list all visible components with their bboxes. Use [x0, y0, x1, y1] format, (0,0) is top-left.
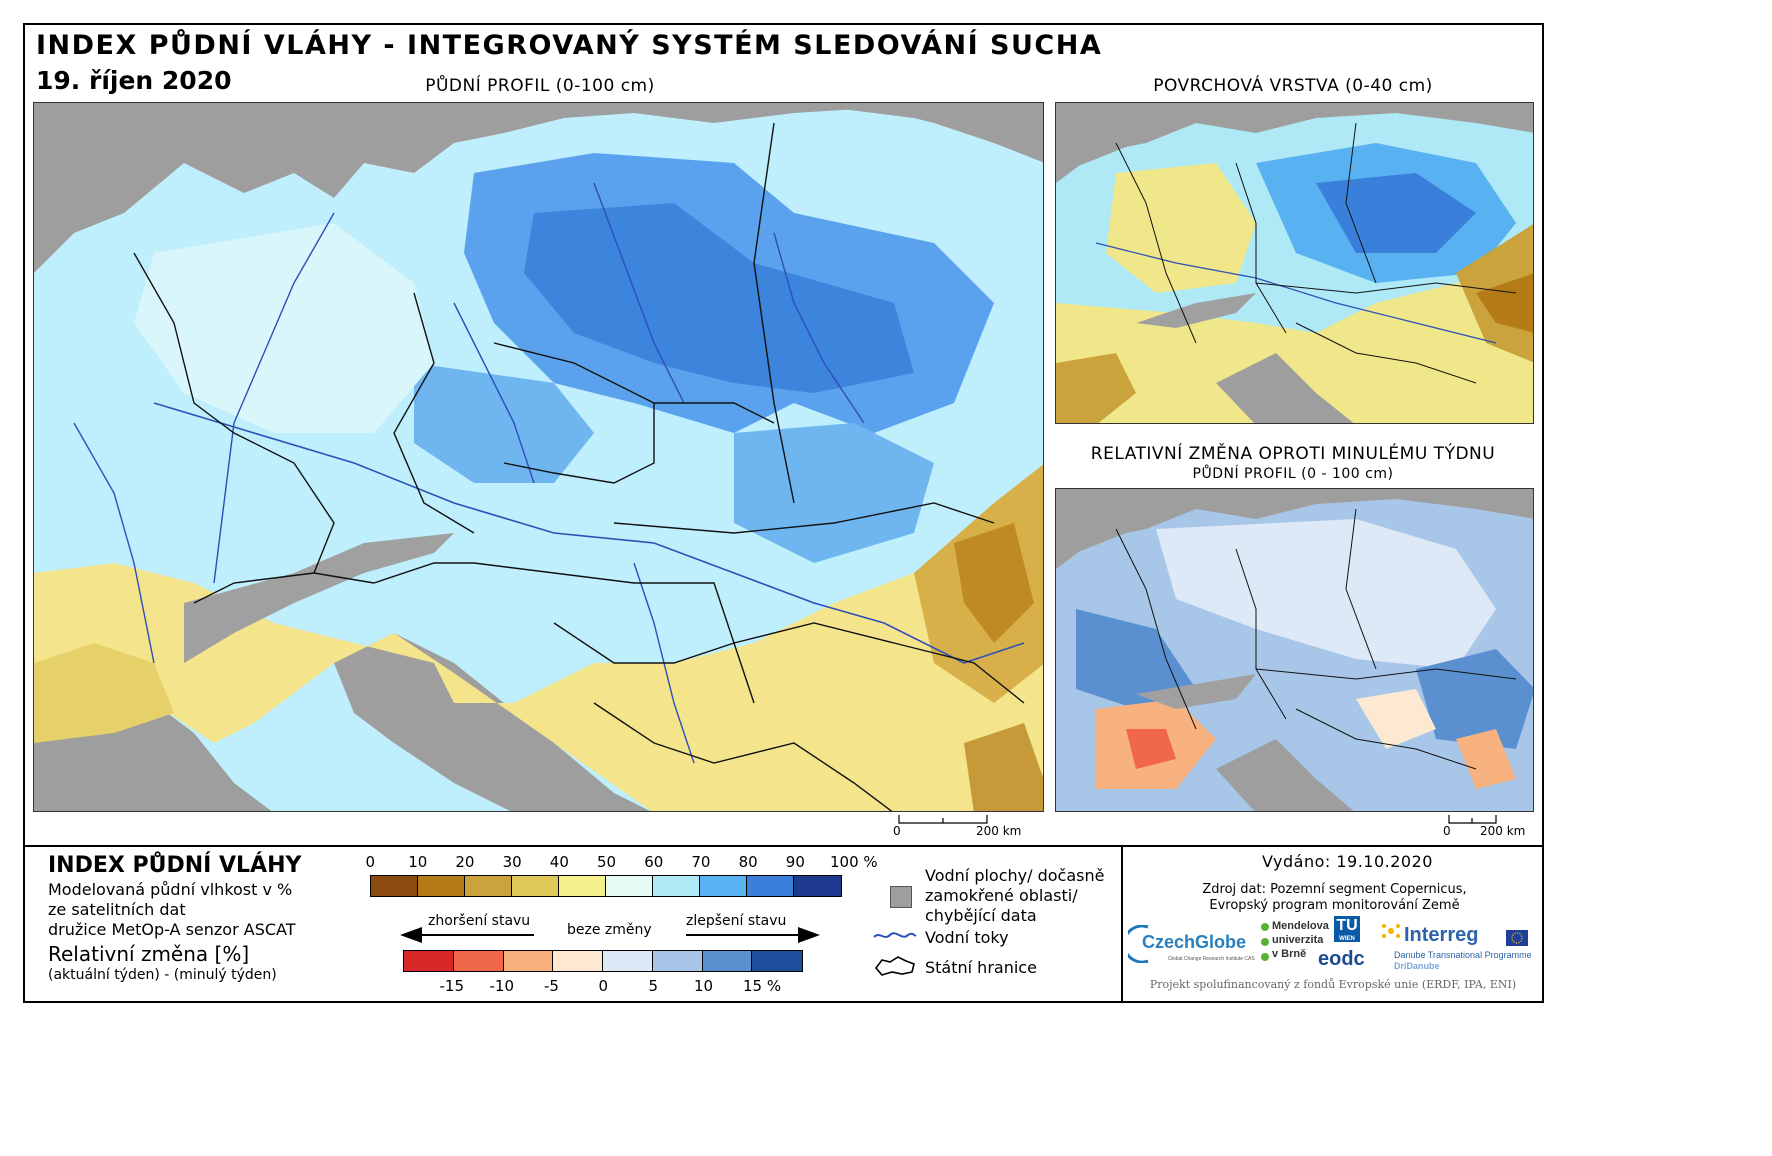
water-label-2: zamokřené oblasti/	[925, 886, 1078, 905]
index-tick: 80	[738, 853, 758, 871]
czechglobe-subtext: Global Change Research Institute CAS	[1168, 956, 1255, 962]
change-map	[1055, 488, 1534, 812]
tu-text: TU	[1336, 917, 1358, 934]
index-swatch	[418, 876, 465, 896]
worse-label: zhoršení stavu	[428, 913, 531, 929]
poster-frame	[23, 23, 1544, 1003]
change-swatch	[603, 951, 653, 971]
better-label: zlepšení stavu	[686, 913, 787, 929]
mendel-text-3: v Brně	[1272, 948, 1307, 960]
index-tick: 40	[549, 853, 569, 871]
index-tick: 60	[644, 853, 664, 871]
index-swatch	[747, 876, 794, 896]
surface-map-title: POVRCHOVÁ VRSTVA (0-40 cm)	[1153, 76, 1433, 96]
index-swatch	[559, 876, 606, 896]
issued-date: Vydáno: 19.10.2020	[1262, 852, 1433, 871]
index-tick: 0	[365, 853, 376, 871]
source-line-2: Evropský program monitorování Země	[1209, 898, 1460, 913]
main-map	[33, 102, 1044, 812]
change-map-title: RELATIVNÍ ZMĚNA OPROTI MINULÉMU TÝDNU	[1090, 444, 1496, 464]
change-swatch	[404, 951, 454, 971]
change-tick: -10	[489, 977, 515, 995]
index-tick: 100 %	[830, 853, 878, 871]
change-map-graphic	[1056, 489, 1533, 811]
legend-rel-subtitle: (aktuální týden) - (minulý týden)	[48, 967, 277, 983]
inset-scale-label: 200 km	[1480, 824, 1526, 838]
legend-separator	[23, 845, 1544, 847]
scale-label: 200 km	[976, 824, 1022, 838]
change-swatch	[702, 951, 753, 971]
worse-arrow-icon	[400, 927, 534, 943]
legend-desc-1: Modelovaná půdní vlhkost v %	[48, 880, 293, 899]
better-arrow-icon	[686, 927, 820, 943]
inset-scale-zero: 0	[1443, 824, 1451, 838]
nochange-label: beze změny	[567, 922, 652, 938]
index-colorbar	[370, 875, 842, 897]
scale-zero: 0	[893, 824, 901, 838]
change-tick: 15 %	[743, 977, 782, 995]
funding-footer: Projekt spolufinancovaný z fondů Evropsk…	[1149, 978, 1517, 991]
source-line-1: Zdroj dat: Pozemní segment Copernicus,	[1202, 882, 1467, 897]
czechglobe-text: CzechGlobe	[1142, 932, 1247, 952]
change-tick: -5	[544, 977, 559, 995]
borders-label: Státní hranice	[925, 958, 1037, 977]
interreg-text: Interreg	[1404, 924, 1479, 946]
change-colorbar	[403, 950, 803, 972]
change-tick: 5	[648, 977, 659, 995]
change-tick: 0	[598, 977, 609, 995]
index-tick: 50	[597, 853, 617, 871]
index-tick: 70	[691, 853, 711, 871]
eodc-text: eodc	[1318, 948, 1365, 970]
tuwien-eodc-logo: TU WIEN eodc	[1318, 916, 1366, 976]
main-map-title: PŮDNÍ PROFIL (0-100 cm)	[425, 76, 655, 96]
eu-flag-icon	[1506, 930, 1528, 946]
change-map-subtitle: PŮDNÍ PROFIL (0 - 100 cm)	[1192, 466, 1394, 482]
interreg-logo: Interreg Danube Transnational Programme …	[1378, 918, 1534, 976]
index-swatch	[371, 876, 418, 896]
credits-separator	[1121, 845, 1123, 1003]
change-swatch	[453, 951, 504, 971]
change-swatch	[553, 951, 603, 971]
change-swatch	[652, 951, 703, 971]
change-tick: -15	[439, 977, 465, 995]
change-swatch	[503, 951, 554, 971]
index-swatch	[794, 876, 841, 896]
change-swatch	[752, 951, 802, 971]
index-swatch	[465, 876, 512, 896]
index-swatch	[606, 876, 653, 896]
index-tick: 90	[785, 853, 805, 871]
index-tick: 20	[455, 853, 475, 871]
tu-subtext: WIEN	[1339, 936, 1355, 942]
surface-map	[1055, 102, 1534, 424]
index-swatch	[700, 876, 747, 896]
page-title: INDEX PŮDNÍ VLÁHY - INTEGROVANÝ SYSTÉM S…	[36, 30, 1103, 61]
main-map-graphic	[34, 103, 1043, 811]
change-tick: 10	[694, 977, 714, 995]
border-shape-icon	[874, 956, 915, 976]
river-line-icon	[873, 932, 917, 938]
index-swatch	[653, 876, 700, 896]
legend-desc-2: ze satelitních dat	[48, 900, 186, 919]
interreg-subtext: Danube Transnational Programme	[1394, 950, 1532, 960]
water-label-3: chybějící data	[925, 906, 1037, 925]
mendel-logo: Mendelova univerzita v Brně	[1260, 920, 1329, 970]
water-swatch	[890, 886, 912, 908]
mendel-text-1: Mendelova	[1272, 920, 1329, 932]
issue-date: 19. říjen 2020	[36, 66, 232, 95]
index-swatch	[512, 876, 559, 896]
dridanube-text: DriDanube	[1394, 961, 1440, 971]
mendel-text-2: univerzita	[1272, 934, 1324, 946]
water-label-1: Vodní plochy/ dočasně	[925, 866, 1105, 885]
czechglobe-logo: CzechGlobe Global Change Research Instit…	[1128, 922, 1256, 966]
index-tick: 30	[502, 853, 522, 871]
legend-title: INDEX PŮDNÍ VLÁHY	[48, 853, 302, 878]
surface-map-graphic	[1056, 103, 1533, 423]
index-tick: 10	[408, 853, 428, 871]
legend-rel-title: Relativní změna [%]	[48, 942, 250, 966]
legend-desc-3: družice MetOp-A senzor ASCAT	[48, 920, 296, 939]
rivers-label: Vodní toky	[925, 928, 1009, 947]
